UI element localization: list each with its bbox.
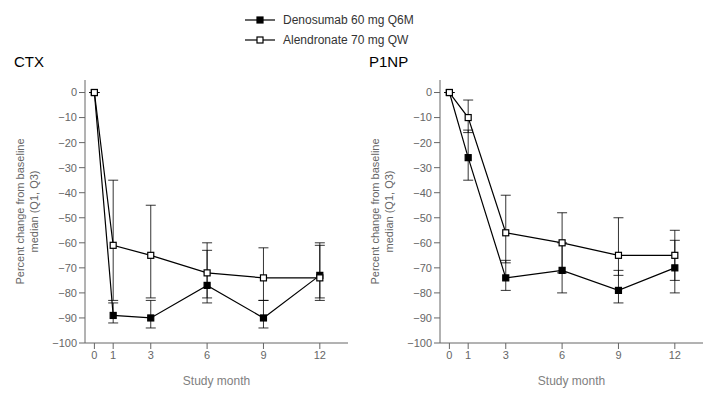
svg-text:−90: −90 bbox=[413, 312, 432, 324]
html-text:CTX: CTX bbox=[14, 53, 44, 70]
svg-text:Denosumab 60 mg Q6M: Denosumab 60 mg Q6M bbox=[283, 13, 414, 27]
svg-text:12: 12 bbox=[314, 349, 326, 361]
svg-text:Percent change from baselineme: Percent change from baselinemedian (Q1, … bbox=[369, 138, 394, 284]
svg-text:−80: −80 bbox=[413, 287, 432, 299]
svg-text:−100: −100 bbox=[52, 337, 77, 349]
svg-text:−10: −10 bbox=[58, 111, 77, 123]
svg-text:0: 0 bbox=[71, 86, 77, 98]
svg-text:9: 9 bbox=[260, 349, 266, 361]
svg-text:−40: −40 bbox=[413, 187, 432, 199]
svg-text:−70: −70 bbox=[413, 262, 432, 274]
svg-text:0: 0 bbox=[91, 349, 97, 361]
svg-text:Study month: Study month bbox=[183, 374, 250, 388]
html-text:P1NP: P1NP bbox=[369, 53, 409, 70]
svg-text:Study month: Study month bbox=[538, 374, 605, 388]
svg-text:Alendronate 70 mg QW: Alendronate 70 mg QW bbox=[283, 33, 409, 47]
svg-text:−30: −30 bbox=[413, 162, 432, 174]
svg-text:1: 1 bbox=[110, 349, 116, 361]
svg-text:−20: −20 bbox=[58, 137, 77, 149]
svg-text:−100: −100 bbox=[407, 337, 432, 349]
svg-text:3: 3 bbox=[148, 349, 154, 361]
svg-text:−60: −60 bbox=[413, 237, 432, 249]
svg-text:1: 1 bbox=[465, 349, 471, 361]
svg-text:−50: −50 bbox=[58, 212, 77, 224]
svg-text:Percent change from baselineme: Percent change from baselinemedian (Q1, … bbox=[14, 138, 39, 284]
svg-text:−50: −50 bbox=[413, 212, 432, 224]
svg-text:12: 12 bbox=[669, 349, 681, 361]
svg-text:−30: −30 bbox=[58, 162, 77, 174]
svg-text:−90: −90 bbox=[58, 312, 77, 324]
svg-text:−70: −70 bbox=[58, 262, 77, 274]
svg-text:−10: −10 bbox=[413, 111, 432, 123]
svg-text:6: 6 bbox=[559, 349, 565, 361]
svg-text:−20: −20 bbox=[413, 137, 432, 149]
svg-text:6: 6 bbox=[204, 349, 210, 361]
svg-text:9: 9 bbox=[615, 349, 621, 361]
svg-text:−60: −60 bbox=[58, 237, 77, 249]
svg-text:3: 3 bbox=[503, 349, 509, 361]
svg-text:0: 0 bbox=[446, 349, 452, 361]
svg-text:0: 0 bbox=[426, 86, 432, 98]
svg-text:−40: −40 bbox=[58, 187, 77, 199]
svg-text:−80: −80 bbox=[58, 287, 77, 299]
